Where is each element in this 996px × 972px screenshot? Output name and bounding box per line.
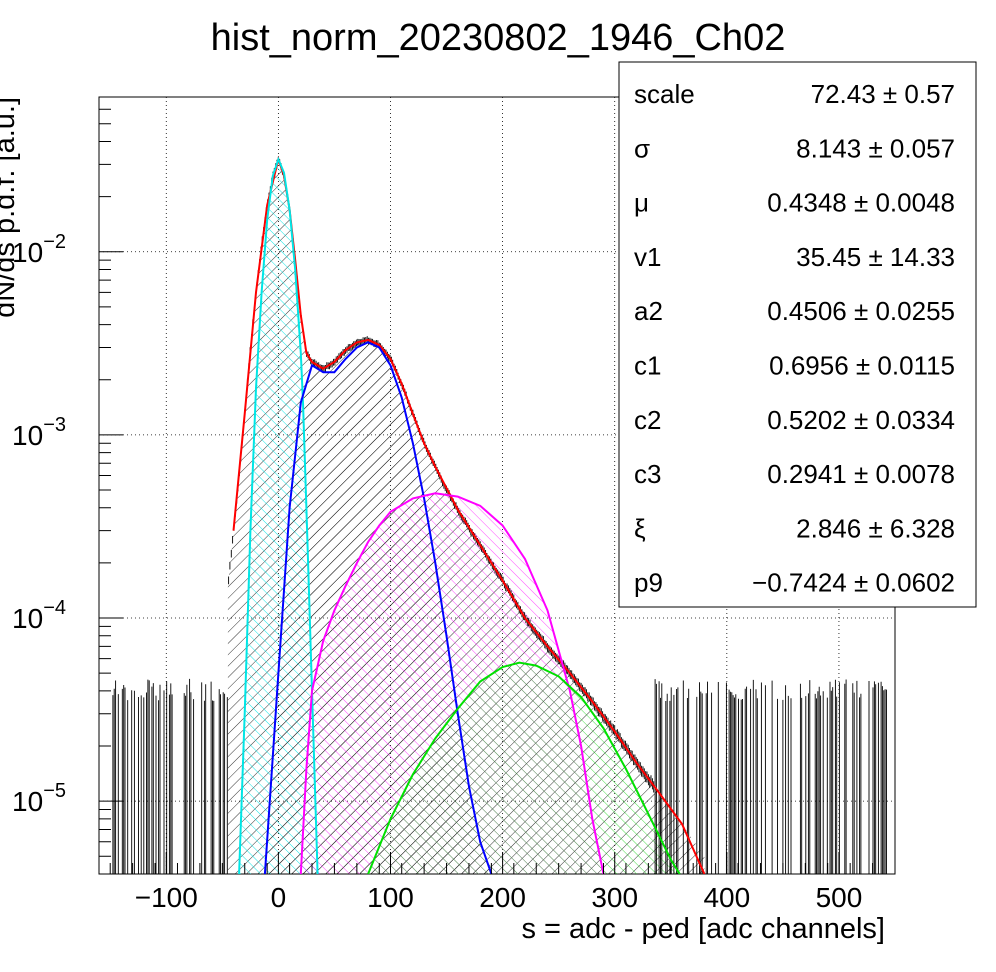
series-5-fill [368, 662, 680, 874]
stats-param-value: 35.45 ± 14.33 [796, 242, 955, 272]
stats-param-value: 72.43 ± 0.57 [811, 79, 955, 109]
stats-row: c1 0.6956 ± 0.0115 [634, 351, 955, 381]
stats-row: p9 −0.7424 ± 0.0602 [634, 568, 955, 598]
axes: −100 0 100 200 300 400 500 10−5 10−4 10−3 10−2 [12, 96, 896, 913]
series-2-line [238, 156, 319, 874]
series-5-line [367, 661, 681, 874]
y-tick-label: 10−5 [12, 780, 66, 817]
stats-param-name: c3 [634, 459, 661, 489]
series-3-line [263, 341, 493, 874]
x-tick-label: 100 [367, 882, 414, 913]
x-tick-label: −100 [135, 882, 198, 913]
stats-param-value: 2.846 ± 6.328 [796, 513, 955, 543]
x-tick-label: 0 [271, 882, 287, 913]
series-lines [232, 155, 706, 874]
stats-row: c3 0.2941 ± 0.0078 [634, 459, 955, 489]
stats-param-name: μ [634, 188, 649, 218]
y-tick-label: 10−4 [12, 597, 66, 634]
stats-param-name: c2 [634, 405, 661, 435]
x-tick-label: 300 [591, 882, 638, 913]
stats-row: c2 0.5202 ± 0.0334 [634, 405, 955, 435]
series-4-line [299, 492, 605, 874]
stats-row: scale 72.43 ± 0.57 [634, 79, 955, 109]
chart-title: hist_norm_20230802_1946_Ch02 [211, 17, 786, 59]
stats-param-value: −0.7424 ± 0.0602 [752, 568, 955, 598]
stats-box: scale 72.43 ± 0.57 σ 8.143 ± 0.057 μ 0.4348 ±… [618, 61, 977, 608]
y-tick-label: 10−3 [12, 414, 66, 451]
stats-param-name: σ [634, 133, 650, 163]
stats-param-value: 0.4348 ± 0.0048 [767, 188, 955, 218]
stats-param-name: c1 [634, 351, 661, 381]
stats-row: μ 0.4348 ± 0.0048 [634, 188, 955, 218]
stats-param-value: 0.6956 ± 0.0115 [769, 351, 955, 381]
x-tick-label: 500 [816, 882, 863, 913]
stats-row: v1 35.45 ± 14.33 [634, 242, 955, 272]
x-tick-label: 400 [703, 882, 750, 913]
x-tick-label: 200 [479, 882, 526, 913]
stats-param-name: v1 [634, 242, 661, 272]
stats-row: a2 0.4506 ± 0.0255 [634, 296, 955, 326]
y-axis-label: dN/ds p.d.f. [a.u.] [0, 97, 21, 318]
x-axis-label: s = adc - ped [adc channels] [521, 913, 885, 945]
stats-param-value: 0.2941 ± 0.0078 [767, 459, 955, 489]
stats-row: σ 8.143 ± 0.057 [634, 133, 955, 163]
stats-param-value: 0.4506 ± 0.0255 [767, 296, 955, 326]
stats-param-name: ξ [634, 513, 646, 543]
stats-param-name: a2 [634, 296, 663, 326]
y-tick-label: 10−2 [12, 231, 66, 268]
stats-param-name: p9 [634, 568, 663, 598]
stats-param-name: scale [634, 79, 695, 109]
stats-row: ξ 2.846 ± 6.328 [634, 513, 955, 543]
stats-param-value: 0.5202 ± 0.0334 [767, 405, 955, 435]
stats-param-value: 8.143 ± 0.057 [796, 133, 955, 163]
